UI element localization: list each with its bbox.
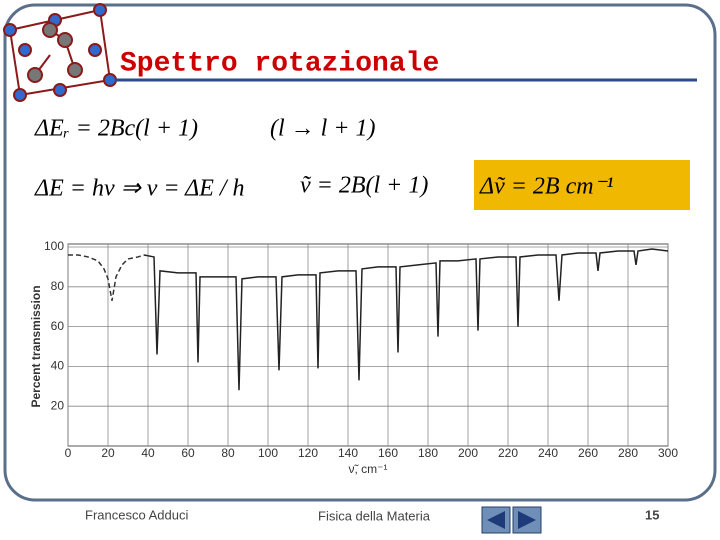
formula: ΔEᵣ = 2Bc(l + 1) xyxy=(34,116,198,142)
chart: 20 40 60 80 100 0 20 40 60 80 100 120 140 160 180 200 22… xyxy=(29,239,678,476)
nav-next[interactable] xyxy=(512,506,542,534)
x-tick-label: 140 xyxy=(338,446,358,460)
x-tick-label: 240 xyxy=(538,446,558,460)
molecule-icon xyxy=(3,3,117,102)
x-tick-label: 180 xyxy=(418,446,438,460)
slide-frame xyxy=(3,3,717,502)
slide-title: Spettro rotazionale xyxy=(120,48,439,79)
footer-course: Fisica della Materia xyxy=(318,508,431,523)
highlight-box xyxy=(474,160,690,210)
y-tick-label: 20 xyxy=(51,398,65,412)
x-axis-label: ν̃, cm⁻¹ xyxy=(349,462,388,476)
x-tick-label: 80 xyxy=(221,446,235,460)
formula: (l → l + 1) xyxy=(270,116,376,142)
x-tick-label: 20 xyxy=(101,446,115,460)
x-tick-label: 160 xyxy=(378,446,398,460)
x-tick-label: 280 xyxy=(618,446,638,460)
formula: ṽ = 2B(l + 1) xyxy=(300,173,428,199)
x-tick-label: 120 xyxy=(298,446,318,460)
formula: ΔE = hν ⇒ ν = ΔE / h xyxy=(34,176,245,202)
x-tick-label: 200 xyxy=(458,446,478,460)
x-tick-label: 300 xyxy=(658,446,678,460)
page-number: 15 xyxy=(645,507,659,522)
nav-prev[interactable] xyxy=(481,506,511,534)
x-tick-label: 60 xyxy=(181,446,195,460)
y-tick-label: 80 xyxy=(51,279,65,293)
x-tick-label: 220 xyxy=(498,446,518,460)
plot-area xyxy=(67,243,669,447)
footer-author: Francesco Adduci xyxy=(85,507,188,522)
y-axis-label: Percent transmission xyxy=(29,285,43,407)
y-tick-label: 100 xyxy=(44,239,64,253)
x-tick-label: 0 xyxy=(65,446,72,460)
spectrum-line xyxy=(68,254,145,301)
y-tick-label: 60 xyxy=(51,319,65,333)
x-tick-label: 40 xyxy=(141,446,155,460)
y-tick-label: 40 xyxy=(51,359,65,373)
x-tick-label: 260 xyxy=(578,446,598,460)
x-tick-label: 100 xyxy=(258,446,278,460)
formula: Δṽ = 2B cm⁻¹ xyxy=(479,174,613,200)
spectrum-line xyxy=(143,248,669,391)
